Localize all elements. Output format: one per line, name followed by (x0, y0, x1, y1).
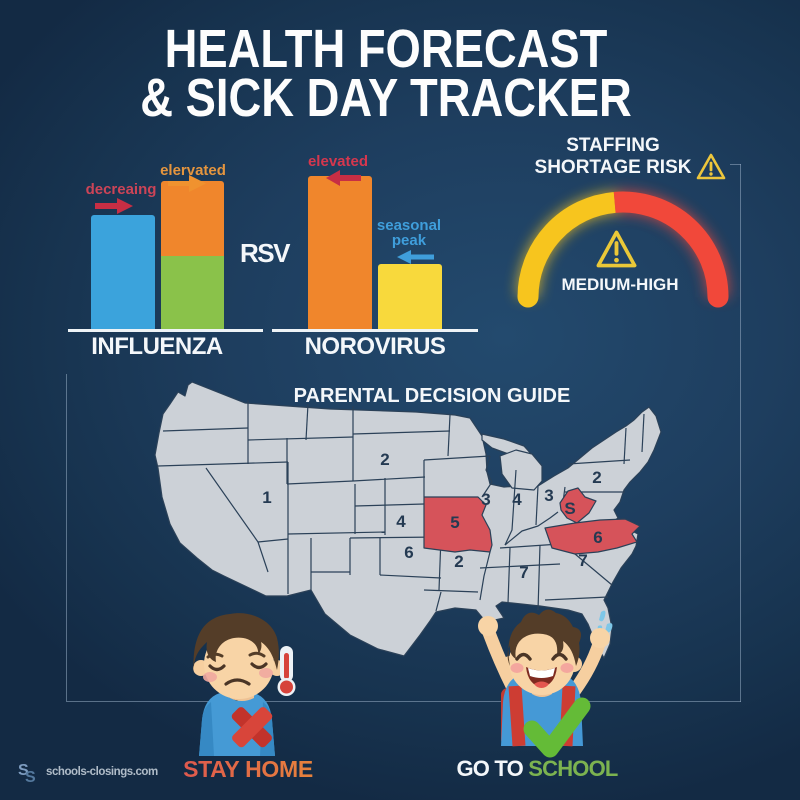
svg-text:S: S (18, 762, 29, 779)
svg-text:3: 3 (481, 490, 490, 509)
svg-text:2: 2 (592, 468, 601, 487)
svg-text:S: S (564, 499, 575, 518)
svg-text:S: S (25, 769, 36, 785)
svg-text:2: 2 (380, 450, 389, 469)
svg-text:2: 2 (454, 552, 463, 571)
svg-text:6: 6 (593, 528, 602, 547)
svg-text:5: 5 (450, 513, 459, 532)
svg-text:4: 4 (396, 512, 406, 531)
svg-text:1: 1 (262, 488, 271, 507)
svg-text:4: 4 (512, 490, 522, 509)
svg-text:3: 3 (544, 486, 553, 505)
svg-text:7: 7 (519, 563, 528, 582)
svg-text:7: 7 (578, 551, 587, 570)
svg-text:6: 6 (404, 543, 413, 562)
